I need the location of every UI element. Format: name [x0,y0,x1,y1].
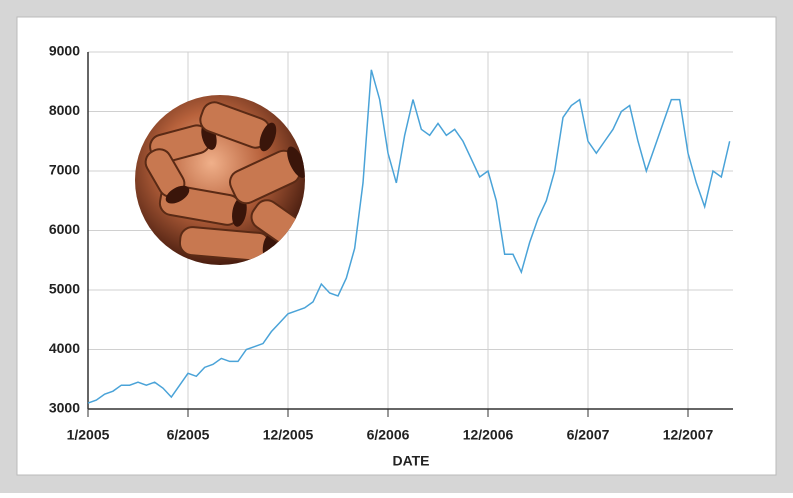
x-tick-label: 6/2006 [367,427,410,443]
pipe-end [287,146,305,178]
pipe-end [232,197,247,227]
y-tick-label: 7000 [49,162,80,178]
pipe-end [165,185,190,204]
x-tick-label: 6/2007 [567,427,610,443]
price-line [87,69,731,404]
y-tick-label: 5000 [49,281,80,297]
x-axis-label: DATE [392,453,429,469]
y-tick-label: 8000 [49,102,80,118]
x-tick-label: 1/2005 [67,427,110,443]
x-tick-label: 12/2005 [263,427,314,443]
y-tick-label: 6000 [49,221,80,237]
photo-detail [144,101,305,262]
x-tick-label: 6/2005 [167,427,210,443]
y-tick-label: 3000 [49,400,80,416]
x-tick-label: 12/2006 [463,427,514,443]
pipe-end [259,122,277,152]
y-tick-label: 9000 [49,43,80,59]
panel [16,16,777,476]
y-tick-label: 4000 [49,340,80,356]
x-tick-label: 12/2007 [663,427,714,443]
